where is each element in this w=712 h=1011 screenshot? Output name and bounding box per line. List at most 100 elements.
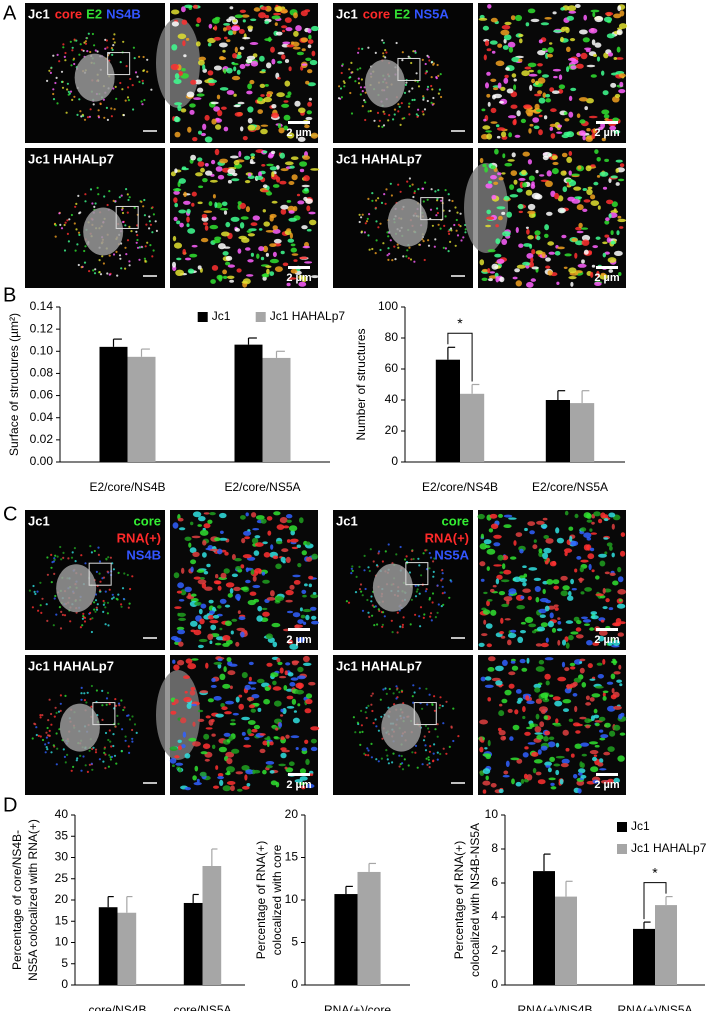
signal-dot <box>262 608 268 610</box>
signal-dot <box>434 710 436 712</box>
signal-dot <box>392 753 394 755</box>
signal-dot <box>291 677 299 680</box>
x-tick-label: RNA(+)/NS4B <box>517 1003 592 1011</box>
signal-dot <box>89 545 91 547</box>
signal-dot <box>428 756 430 758</box>
signal-dot <box>379 249 381 251</box>
nucleus <box>381 704 421 752</box>
signal-dot <box>151 255 153 257</box>
signal-dot <box>74 206 76 208</box>
signal-dot <box>432 592 434 594</box>
signal-dot <box>220 208 229 211</box>
signal-dot <box>193 5 198 9</box>
signal-dot <box>127 212 129 214</box>
signal-dot <box>285 59 289 63</box>
signal-dot <box>209 640 212 644</box>
signal-dot <box>536 597 540 603</box>
signal-dot <box>595 745 600 748</box>
signal-dot <box>432 225 434 227</box>
signal-dot <box>521 779 524 784</box>
signal-dot <box>262 190 269 192</box>
signal-dot <box>418 564 420 566</box>
signal-dot <box>526 22 530 26</box>
signal-dot <box>411 751 413 753</box>
signal-dot <box>500 30 509 36</box>
signal-dot <box>272 15 281 19</box>
signal-dot <box>595 593 604 596</box>
signal-dot <box>416 591 418 593</box>
signal-dot <box>76 757 78 759</box>
signal-dot <box>50 567 52 569</box>
signal-dot <box>91 769 93 771</box>
signal-dot <box>552 628 556 633</box>
signal-dot <box>452 708 454 710</box>
signal-dot <box>375 220 377 222</box>
signal-dot <box>57 54 59 56</box>
signal-dot <box>82 613 84 615</box>
signal-dot <box>415 52 417 54</box>
signal-dot <box>311 747 318 751</box>
signal-dot <box>388 762 390 764</box>
signal-dot <box>427 100 429 102</box>
signal-dot <box>258 246 264 251</box>
signal-dot <box>129 264 131 266</box>
signal-dot <box>60 694 62 696</box>
signal-dot <box>589 741 598 744</box>
signal-dot <box>355 591 357 593</box>
signal-dot <box>584 199 591 202</box>
signal-dot <box>200 690 208 693</box>
signal-dot <box>359 221 361 223</box>
signal-dot <box>548 768 552 773</box>
signal-dot <box>490 514 498 519</box>
signal-dot <box>296 683 304 689</box>
signal-dot <box>101 704 103 706</box>
signal-dot <box>400 124 402 126</box>
signal-dot <box>114 41 116 43</box>
signal-dot <box>205 163 209 167</box>
signal-dot <box>82 615 84 617</box>
signal-dot <box>399 106 401 108</box>
signal-dot <box>175 763 183 766</box>
signal-dot <box>411 550 413 552</box>
signal-dot <box>371 710 373 712</box>
signal-dot <box>181 744 185 748</box>
signal-dot <box>270 259 279 263</box>
signal-dot <box>594 42 601 47</box>
signal-dot <box>399 765 401 767</box>
signal-dot <box>272 681 277 686</box>
channel-label: RNA(+) <box>117 530 161 545</box>
signal-dot <box>303 663 312 666</box>
signal-dot <box>618 179 624 182</box>
signal-dot <box>539 115 543 117</box>
signal-dot <box>578 578 584 581</box>
signal-dot <box>88 270 90 272</box>
signal-dot <box>198 710 203 713</box>
signal-dot <box>87 116 89 118</box>
signal-dot <box>206 727 213 729</box>
signal-dot <box>79 110 81 112</box>
signal-dot <box>122 709 124 711</box>
signal-dot <box>106 107 108 109</box>
signal-dot <box>567 16 574 21</box>
signal-dot <box>225 605 230 608</box>
signal-dot <box>304 583 308 586</box>
signal-dot <box>207 520 212 524</box>
signal-dot <box>297 200 304 204</box>
signal-dot <box>288 672 294 676</box>
signal-dot <box>212 745 215 749</box>
signal-dot <box>579 661 582 664</box>
signal-dot <box>280 714 283 716</box>
signal-dot <box>264 737 270 740</box>
signal-dot <box>448 193 450 195</box>
nucleus <box>365 59 405 107</box>
signal-dot <box>203 222 208 225</box>
signal-dot <box>292 253 299 256</box>
signal-dot <box>128 226 130 228</box>
signal-dot <box>293 206 298 211</box>
signal-dot <box>570 579 574 585</box>
signal-dot <box>483 609 490 614</box>
signal-dot <box>578 788 582 793</box>
signal-dot <box>510 630 516 633</box>
signal-dot <box>429 745 431 747</box>
scale-label: 2 µm <box>594 634 620 646</box>
